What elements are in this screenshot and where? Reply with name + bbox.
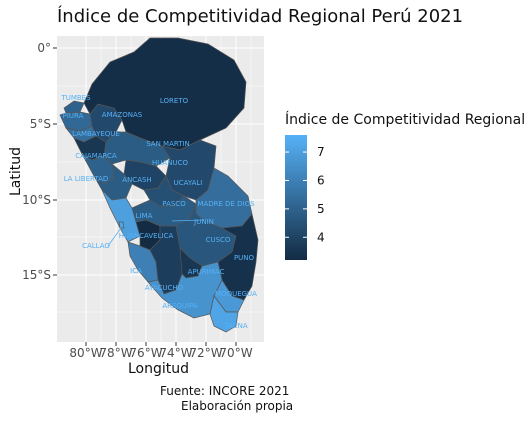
region-label-la-libertad: LA LIBERTAD: [64, 175, 109, 183]
x-tick-label: 72°W: [189, 346, 222, 360]
region-label-ayacucho: AYACUCHO: [145, 284, 184, 292]
region-label-puno: PUNO: [234, 254, 255, 262]
region-label-piura: PIURA: [63, 112, 84, 120]
region-label-tumbes: TUMBES: [60, 94, 91, 102]
colorbar-ticks: 7 6 5 4: [285, 145, 325, 244]
y-axis-title: Latitud: [8, 146, 24, 196]
region-label-madre-de-dios: MADRE DE DIOS: [197, 200, 255, 208]
x-tick-label: 78°W: [99, 346, 132, 360]
x-tick-label: 76°W: [129, 346, 162, 360]
region-label-ica: ICA: [130, 267, 142, 275]
region-label-san-martin: SAN MARTIN: [146, 140, 190, 148]
region-labels: TUMBES PIURA LAMBAYEQUE CAJAMARCA LA LIBERTA…: [60, 94, 257, 330]
x-tick-label: 80°W: [69, 346, 102, 360]
colorbar-legend: 7 6 5 4: [285, 135, 325, 260]
region-loreto: [83, 37, 247, 151]
region-label-lambayeque: LAMBAYEQUE: [72, 130, 120, 138]
x-axis-title: Longitud: [128, 361, 190, 377]
region-label-ucayali: UCAYALI: [174, 179, 203, 187]
colorbar: [285, 135, 307, 260]
region-label-tacna: TACNA: [223, 322, 248, 330]
region-callao: [118, 221, 125, 229]
region-label-moquegua: MOQUEGUA: [215, 290, 257, 298]
region-label-arequipa: AREQUIPA: [162, 302, 198, 310]
region-polygons: [59, 37, 259, 333]
region-label-cajamarca: CAJAMARCA: [75, 152, 117, 160]
region-arequipa: [147, 261, 223, 319]
legend-title: Índice de Competitividad Regional: [285, 112, 526, 128]
region-label-huancavelica: HUANCAVELICA: [119, 232, 174, 240]
junin-leader-line: [171, 219, 205, 222]
map-title: Índice de Competitividad Regional Perú 2…: [57, 6, 464, 27]
region-tumbes: [63, 100, 85, 114]
x-tick-label: 70°W: [219, 346, 252, 360]
region-label-apurimac: APURIMAC: [188, 268, 225, 276]
region-label-cusco: CUSCO: [206, 236, 231, 244]
y-tick-label: 15°S: [22, 268, 51, 282]
region-tacna: [209, 295, 239, 333]
region-label-lima: LIMA: [136, 212, 153, 220]
x-axis-ticks: 80°W78°W76°W74°W72°W70°W: [69, 342, 253, 360]
region-label-callao: CALLAO: [82, 242, 110, 250]
region-label-pasco: PASCO: [162, 200, 186, 208]
y-axis-ticks: 0° 5°S 10°S 15°S: [22, 41, 57, 282]
region-label-ancash: ANCASH: [122, 176, 151, 184]
region-label-amazonas: AMAZONAS: [102, 111, 143, 119]
callao-leader-line: [107, 227, 122, 247]
colorbar-tick-label: 7: [317, 145, 325, 159]
colorbar-tick-label: 6: [317, 173, 325, 187]
y-tick-label: 5°S: [30, 117, 51, 131]
colorbar-tick-label: 4: [317, 230, 325, 244]
colorbar-tick-label: 5: [317, 202, 325, 216]
region-label-huanuco: HUANUCO: [152, 159, 188, 167]
region-label-loreto: LORETO: [160, 97, 189, 105]
y-tick-label: 10°S: [22, 193, 51, 207]
region-label-junin: JUNIN: [193, 218, 214, 226]
source-caption: Fuente: INCORE 2021: [160, 384, 290, 398]
x-tick-label: 74°W: [159, 346, 192, 360]
author-caption: Elaboración propia: [181, 399, 294, 413]
y-tick-label: 0°: [37, 41, 51, 55]
